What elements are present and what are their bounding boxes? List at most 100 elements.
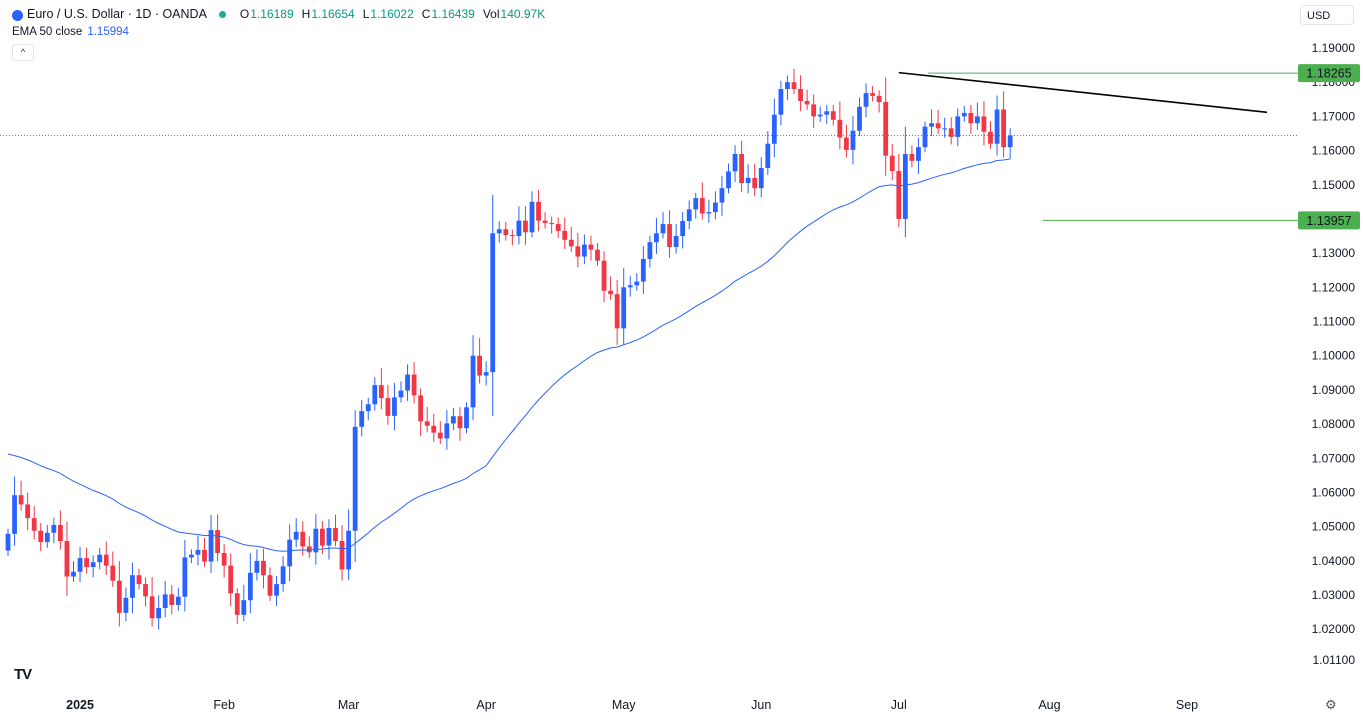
price-tick-label: 1.11000 xyxy=(1313,315,1356,329)
candle-body xyxy=(326,528,332,546)
candle-body xyxy=(686,209,692,222)
candle-body xyxy=(470,355,476,408)
candle-body xyxy=(660,224,666,234)
ohlc-high-key: H xyxy=(301,7,311,21)
candle-body xyxy=(392,397,397,416)
level-labels: 1.18265 1.13957 xyxy=(1298,64,1360,230)
candle-body xyxy=(503,229,509,236)
ohlc-open-value: 1.16189 xyxy=(250,7,294,21)
candle-body xyxy=(575,246,581,257)
candle-body xyxy=(942,128,948,130)
candle-body xyxy=(837,119,843,138)
gear-icon[interactable]: ⚙ xyxy=(1325,697,1337,712)
candle-body xyxy=(254,560,260,573)
price-axis: 1.190001.180001.170001.160001.150001.140… xyxy=(1312,41,1356,667)
candle-body xyxy=(202,549,207,562)
candle-body xyxy=(811,104,817,117)
candle-body xyxy=(627,285,633,288)
candle-body xyxy=(719,188,725,203)
candle-body xyxy=(713,202,718,213)
candle-body xyxy=(693,198,699,210)
candle-body xyxy=(280,566,286,585)
candle-body xyxy=(130,575,135,598)
candle-body xyxy=(477,355,482,376)
level-label: 1.13957 xyxy=(1306,214,1351,228)
candle-body xyxy=(817,114,823,117)
time-tick-label: 2025 xyxy=(66,698,94,712)
candle-body xyxy=(496,229,502,234)
candle-body xyxy=(5,533,11,551)
price-tick-label: 1.17000 xyxy=(1312,109,1356,123)
candle-body xyxy=(405,374,410,391)
candle-body xyxy=(293,531,299,540)
candle-body xyxy=(634,281,640,286)
horizontal-levels xyxy=(0,72,1298,221)
candle-body xyxy=(12,495,17,534)
volume-value: 140.97K xyxy=(500,7,546,21)
candle-body xyxy=(935,123,941,129)
price-tick-label: 1.13000 xyxy=(1312,246,1356,260)
candle-body xyxy=(97,554,103,563)
symbol-title[interactable]: Euro / U.S. Dollar · 1D · OANDA xyxy=(27,7,207,21)
candle-body xyxy=(601,260,607,291)
price-tick-label: 1.12000 xyxy=(1312,280,1356,294)
ohlc-high-value: 1.16654 xyxy=(311,7,355,21)
candle-body xyxy=(162,594,168,609)
currency-selector[interactable]: USD xyxy=(1300,5,1354,25)
candle-body xyxy=(346,530,351,570)
candle-body xyxy=(922,126,928,148)
candle-body xyxy=(765,143,771,169)
candle-body xyxy=(752,177,758,189)
candle-body xyxy=(647,242,653,259)
candle-body xyxy=(778,89,784,115)
tradingview-logo[interactable]: TV xyxy=(14,666,32,683)
candle-body xyxy=(464,407,469,429)
candle-body xyxy=(136,575,142,585)
candle-body xyxy=(365,404,371,412)
candle-body xyxy=(745,177,751,184)
ohlc-low-value: 1.16022 xyxy=(370,7,414,21)
candle-body xyxy=(215,530,220,553)
ema-legend[interactable]: EMA 50 close 1.15994 xyxy=(12,26,129,38)
ohlc-close-key: C xyxy=(421,7,431,21)
ema-50-line xyxy=(7,158,1011,552)
candle-body xyxy=(385,398,391,416)
candle-body xyxy=(44,532,50,543)
candle-body xyxy=(169,594,175,605)
candle-body xyxy=(444,423,450,439)
candle-body xyxy=(339,541,345,570)
candle-body xyxy=(824,111,830,115)
candle-body xyxy=(261,560,266,576)
candle-body xyxy=(274,584,279,596)
candle-body xyxy=(994,109,1000,144)
candle-body xyxy=(110,565,116,581)
candle-body xyxy=(221,552,227,566)
collapse-legend-button[interactable]: ^ xyxy=(12,44,34,61)
candle-body xyxy=(883,102,889,156)
candle-body xyxy=(490,233,496,373)
candle-body xyxy=(156,608,162,619)
candle-body xyxy=(968,112,974,124)
candle-body xyxy=(175,596,181,605)
candle-body xyxy=(863,93,869,107)
candle-body xyxy=(902,153,908,219)
candle-body xyxy=(804,100,810,105)
candle-body xyxy=(588,244,594,250)
candle-body xyxy=(306,546,312,553)
candle-body xyxy=(667,224,672,247)
candles xyxy=(5,68,1013,630)
candle-body xyxy=(654,233,659,243)
candle-body xyxy=(739,153,744,184)
candle-body xyxy=(51,524,57,533)
candle-body xyxy=(929,123,934,127)
candle-body xyxy=(431,425,437,433)
price-tick-label: 1.06000 xyxy=(1312,485,1356,499)
candle-body xyxy=(71,571,76,577)
candle-body xyxy=(988,131,993,144)
candle-body xyxy=(798,89,803,101)
candle-body xyxy=(58,524,63,542)
candle-body xyxy=(424,421,430,426)
candle-body xyxy=(732,153,738,172)
candle-body xyxy=(372,385,378,405)
